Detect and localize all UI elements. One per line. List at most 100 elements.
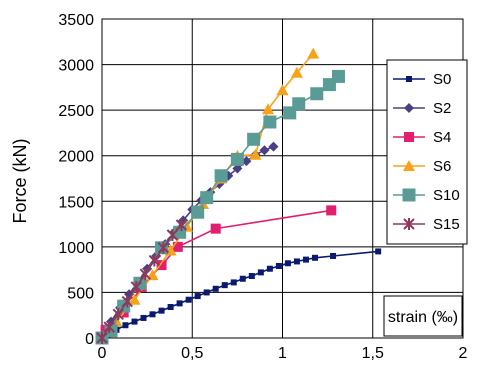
data-point-s0 — [203, 289, 210, 296]
data-point-s15 — [112, 308, 124, 321]
data-point-s10 — [263, 115, 277, 129]
data-point-s0 — [239, 275, 246, 282]
data-point-s4 — [172, 241, 183, 252]
data-point-s4 — [210, 223, 221, 234]
series-s0 — [99, 248, 382, 341]
data-point-s0 — [293, 258, 300, 265]
data-point-s0 — [158, 307, 165, 314]
data-point-s0 — [375, 248, 382, 255]
y-tick-label: 2500 — [58, 103, 94, 120]
x-tick-label: 0,5 — [181, 345, 203, 362]
data-point-s0 — [330, 252, 337, 259]
y-tick-label: 500 — [67, 285, 94, 302]
data-point-s10 — [200, 191, 214, 205]
strain-annotation-box — [383, 295, 463, 337]
legend-item-s4: S4 — [393, 129, 451, 146]
data-point-s0 — [284, 260, 291, 267]
legend-item-s10: S10 — [393, 187, 460, 204]
data-point-s10 — [191, 205, 205, 219]
series-line-s10 — [101, 75, 340, 339]
data-point-s4 — [326, 205, 337, 216]
legend-box — [386, 59, 468, 245]
legend-label: S6 — [433, 158, 451, 175]
data-point-s15 — [96, 332, 108, 344]
x-tick-label: 1,5 — [362, 345, 384, 362]
x-tick-label: 1 — [278, 345, 287, 362]
legend-item-s2: S2 — [393, 100, 451, 117]
legend-marker-s2 — [404, 103, 414, 113]
legend-marker-s15 — [403, 218, 415, 230]
data-point-s0 — [194, 293, 201, 300]
data-point-s0 — [311, 254, 318, 261]
data-point-s10 — [247, 132, 261, 146]
data-point-s15 — [148, 254, 161, 267]
data-point-s10 — [214, 169, 228, 183]
data-point-s0 — [221, 282, 228, 289]
data-point-s2 — [241, 156, 252, 167]
data-point-s0 — [212, 285, 219, 292]
data-point-s15 — [130, 280, 143, 293]
data-point-s0 — [185, 296, 192, 303]
legend-item-s15: S15 — [393, 216, 460, 233]
legend-marker-s10 — [402, 188, 416, 202]
strain-annotation: strain (‰) — [388, 309, 458, 326]
data-point-s10 — [230, 152, 244, 166]
y-tick-label: 3000 — [58, 58, 94, 75]
series-line-s0 — [101, 250, 379, 339]
series-s15 — [96, 218, 188, 344]
data-point-s10 — [331, 69, 345, 83]
data-point-s6 — [128, 293, 141, 305]
data-point-s2 — [232, 163, 243, 174]
data-point-s0 — [149, 311, 156, 318]
series-layer — [95, 47, 382, 345]
legend-item-s0: S0 — [393, 71, 451, 88]
data-point-s0 — [122, 322, 129, 329]
data-point-s6 — [262, 103, 275, 115]
data-point-s0 — [248, 273, 255, 280]
data-point-s0 — [257, 269, 264, 276]
data-point-s10 — [310, 87, 324, 101]
data-point-s4 — [156, 260, 167, 271]
series-s10 — [95, 69, 345, 345]
data-point-s6 — [276, 84, 289, 96]
legend-label: S0 — [433, 71, 451, 88]
data-point-s0 — [131, 318, 138, 325]
x-tick-label: 2 — [459, 345, 468, 362]
data-point-s2 — [259, 145, 270, 156]
legend-label: S15 — [433, 216, 460, 233]
data-point-s0 — [275, 262, 282, 269]
data-point-s15 — [103, 321, 115, 334]
data-point-s0 — [302, 256, 309, 263]
data-point-s15 — [166, 229, 179, 242]
legend-label: S10 — [433, 187, 460, 204]
data-point-s15 — [139, 268, 152, 281]
legend-marker-s0 — [406, 76, 412, 82]
y-tick-label: 1500 — [58, 194, 94, 211]
y-tick-label: 1000 — [58, 240, 94, 257]
tick-labels: 0 500 1000 1500 2000 2500 3000 3500 0 0,5 1 1,5 2 — [58, 12, 467, 362]
data-point-s0 — [140, 314, 147, 321]
legend-label: S4 — [433, 129, 451, 146]
data-point-s15 — [157, 241, 170, 254]
data-point-s0 — [167, 304, 174, 311]
series-line-s15 — [101, 224, 182, 339]
legend: S0 S2 S4 S6 S10 S15 — [386, 59, 468, 245]
data-point-s6 — [290, 66, 303, 78]
legend-label: S2 — [433, 100, 451, 117]
data-point-s6 — [307, 47, 320, 59]
x-tick-label: 0 — [98, 345, 107, 362]
data-point-s2 — [268, 141, 279, 152]
data-point-s15 — [175, 218, 188, 231]
data-point-s6 — [249, 148, 262, 160]
y-tick-label: 0 — [85, 331, 94, 348]
data-point-s15 — [121, 295, 133, 308]
data-point-s0 — [176, 300, 183, 307]
legend-marker-s6 — [403, 160, 415, 171]
data-point-s10 — [292, 97, 306, 111]
y-axis-label: Force (kN) — [10, 139, 30, 224]
y-tick-label: 2000 — [58, 149, 94, 166]
y-tick-label: 3500 — [58, 12, 94, 29]
legend-marker-s4 — [404, 132, 414, 142]
legend-item-s6: S6 — [393, 158, 451, 175]
